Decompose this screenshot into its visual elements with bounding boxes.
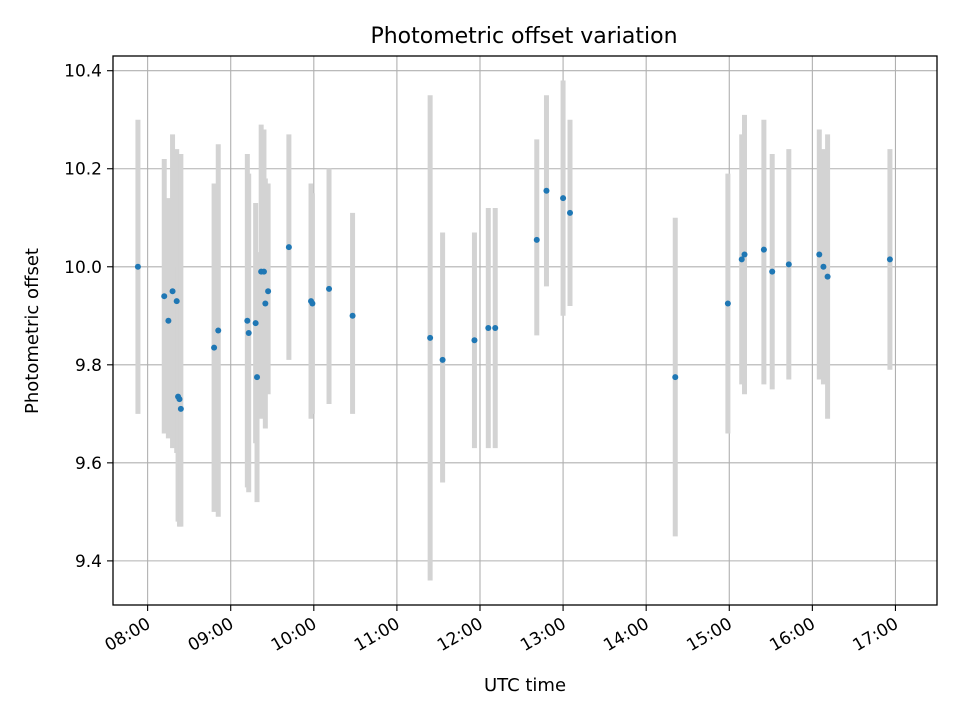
y-axis-label: Photometric offset	[22, 248, 43, 414]
data-point	[252, 320, 259, 327]
x-tick-label: 08:00	[102, 614, 154, 656]
data-point	[176, 396, 183, 403]
x-tick-label: 15:00	[683, 614, 735, 656]
data-point	[816, 251, 823, 258]
x-tick-label: 17:00	[850, 614, 902, 656]
data-point	[265, 288, 272, 295]
data-point	[567, 209, 574, 216]
data-point	[165, 317, 172, 324]
data-point	[471, 337, 478, 344]
data-point	[260, 268, 267, 275]
x-axis-ticks: 08:00 09:00 10:00 11:00 12:00 13:00 14:00 15:00…	[102, 605, 902, 656]
data-point	[439, 356, 446, 363]
y-tick-label: 9.4	[75, 552, 102, 572]
data-point	[169, 288, 176, 295]
data-point	[134, 263, 141, 270]
data-point	[309, 300, 316, 307]
data-point	[244, 317, 251, 324]
y-tick-label: 9.8	[75, 356, 102, 376]
data-points	[134, 187, 893, 412]
data-point	[285, 244, 292, 251]
data-point	[211, 344, 218, 351]
errorbars	[135, 80, 893, 581]
x-tick-label: 12:00	[434, 614, 486, 656]
y-tick-label: 10.2	[64, 160, 102, 180]
x-axis-label: UTC time	[484, 675, 566, 696]
data-point	[886, 256, 893, 263]
data-point	[820, 263, 827, 270]
y-tick-label: 10.0	[64, 258, 102, 278]
chart-title: Photometric offset variation	[370, 24, 677, 49]
data-point	[533, 236, 540, 243]
data-point	[769, 268, 776, 275]
x-tick-label: 10:00	[268, 614, 320, 656]
data-point	[349, 312, 356, 319]
data-point	[177, 405, 184, 412]
plot-frame	[112, 55, 938, 606]
data-point	[485, 325, 492, 332]
data-point	[824, 273, 831, 280]
data-point	[741, 251, 748, 258]
y-tick-label: 9.6	[75, 454, 102, 474]
data-point	[254, 374, 261, 381]
data-point	[560, 195, 567, 202]
x-tick-label: 14:00	[600, 614, 652, 656]
y-axis-ticks: 9.4 9.6 9.8 10.0 10.2 10.4	[64, 62, 113, 572]
data-point	[738, 256, 745, 263]
data-point	[262, 300, 269, 307]
data-point	[161, 293, 168, 300]
x-tick-label: 16:00	[766, 614, 818, 656]
data-point	[543, 187, 550, 194]
x-tick-label: 13:00	[517, 614, 569, 656]
data-point	[724, 300, 731, 307]
grid	[113, 56, 937, 605]
x-tick-label: 11:00	[351, 614, 403, 656]
y-tick-label: 10.4	[64, 62, 102, 82]
data-point	[215, 327, 222, 334]
data-point	[492, 325, 499, 332]
data-point	[760, 246, 767, 253]
data-point	[173, 298, 180, 305]
data-point	[785, 261, 792, 268]
data-point	[427, 334, 434, 341]
data-point	[326, 285, 333, 292]
data-point	[672, 374, 679, 381]
data-point	[245, 329, 252, 336]
x-tick-label: 09:00	[185, 614, 237, 656]
